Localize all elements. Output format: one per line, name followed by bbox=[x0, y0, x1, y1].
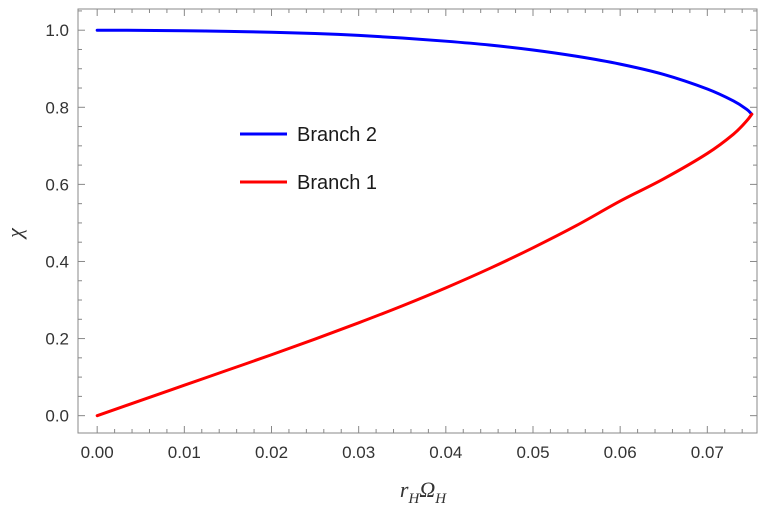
x-tick-label: 0.04 bbox=[429, 443, 462, 462]
y-tick-label: 0.6 bbox=[45, 175, 69, 194]
x-axis-label-part: Ω bbox=[419, 477, 435, 502]
y-axis-label: χ bbox=[2, 227, 27, 240]
x-tick-label: 0.02 bbox=[255, 443, 288, 462]
x-tick-label: 0.07 bbox=[691, 443, 724, 462]
y-tick-label: 0.4 bbox=[45, 252, 69, 271]
y-tick-label: 0.0 bbox=[45, 407, 69, 426]
x-axis-label-part: r bbox=[400, 477, 409, 502]
legend-label-branch-2: Branch 2 bbox=[297, 124, 377, 146]
y-tick-label: 0.8 bbox=[45, 98, 69, 117]
branch-1-line bbox=[95, 112, 754, 418]
legend-label-branch-1: Branch 1 bbox=[297, 172, 377, 194]
x-axis-label-part: H bbox=[434, 491, 447, 507]
x-axis-label: rHΩH bbox=[400, 477, 447, 507]
x-tick-label: 0.03 bbox=[342, 443, 375, 462]
x-tick-label: 0.00 bbox=[81, 443, 114, 462]
x-axis-label-part: H bbox=[407, 491, 420, 507]
branch-2-line bbox=[95, 28, 754, 116]
plot-frame bbox=[77, 8, 758, 434]
x-tick-label: 0.05 bbox=[516, 443, 549, 462]
y-tick-label: 1.0 bbox=[45, 21, 69, 40]
y-tick-label: 0.2 bbox=[45, 330, 69, 349]
x-tick-label: 0.06 bbox=[604, 443, 637, 462]
x-tick-label: 0.01 bbox=[168, 443, 201, 462]
